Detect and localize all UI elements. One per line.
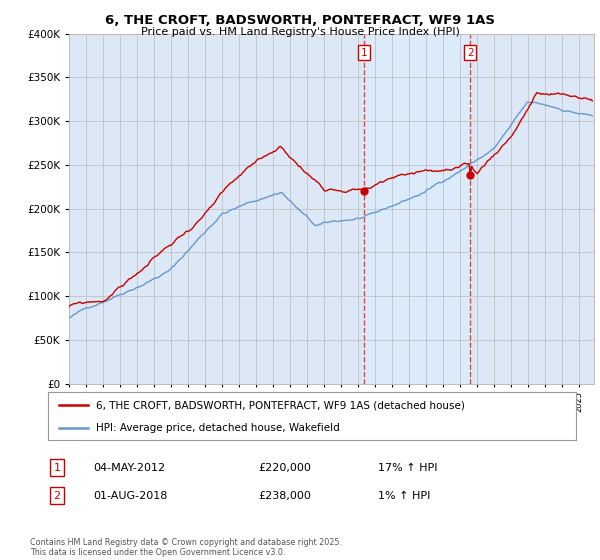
Text: 2: 2	[53, 491, 61, 501]
Text: 2: 2	[467, 48, 473, 58]
Text: Contains HM Land Registry data © Crown copyright and database right 2025.
This d: Contains HM Land Registry data © Crown c…	[30, 538, 342, 557]
Text: 1: 1	[53, 463, 61, 473]
Text: 6, THE CROFT, BADSWORTH, PONTEFRACT, WF9 1AS: 6, THE CROFT, BADSWORTH, PONTEFRACT, WF9…	[105, 14, 495, 27]
Text: £238,000: £238,000	[258, 491, 311, 501]
Text: 1: 1	[361, 48, 367, 58]
Text: 04-MAY-2012: 04-MAY-2012	[93, 463, 165, 473]
Text: £220,000: £220,000	[258, 463, 311, 473]
Text: 01-AUG-2018: 01-AUG-2018	[93, 491, 167, 501]
Text: HPI: Average price, detached house, Wakefield: HPI: Average price, detached house, Wake…	[95, 423, 339, 433]
Text: 6, THE CROFT, BADSWORTH, PONTEFRACT, WF9 1AS (detached house): 6, THE CROFT, BADSWORTH, PONTEFRACT, WF9…	[95, 400, 464, 410]
Text: 1% ↑ HPI: 1% ↑ HPI	[378, 491, 430, 501]
Text: Price paid vs. HM Land Registry's House Price Index (HPI): Price paid vs. HM Land Registry's House …	[140, 27, 460, 37]
Bar	[364, 34, 470, 384]
Text: 17% ↑ HPI: 17% ↑ HPI	[378, 463, 437, 473]
